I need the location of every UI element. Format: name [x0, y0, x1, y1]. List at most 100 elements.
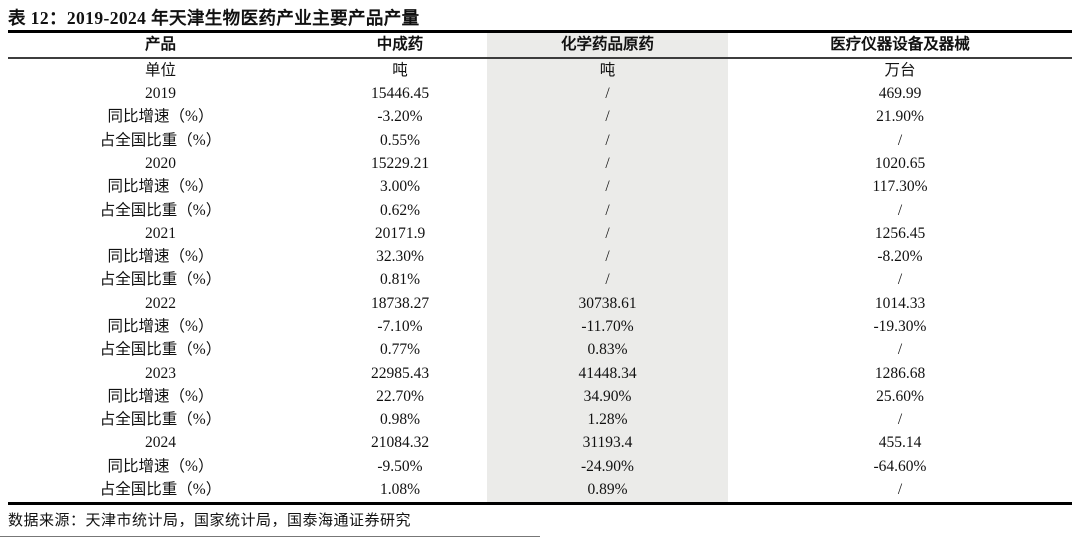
table-cell: -9.50% [377, 457, 423, 475]
table-cell: -24.90% [487, 455, 728, 479]
table-cell: / [897, 271, 903, 289]
table-row: 同比增速（%） 32.30% / -8.20% [8, 245, 1072, 269]
row-label-cell: 占全国比重（%） [99, 341, 222, 359]
table-row: 2021 20171.9 / 1256.45 [8, 222, 1072, 246]
table-row: 2019 15446.45 / 469.99 [8, 82, 1072, 106]
table-cell: / [487, 222, 728, 246]
table-cell: -19.30% [873, 318, 927, 335]
table-cell: 117.30% [872, 178, 928, 196]
table-cell: -7.10% [377, 318, 423, 335]
column-header: 医疗仪器设备及器械 [728, 31, 1072, 59]
row-label-cell: 2022 [145, 294, 176, 312]
table-cell: / [487, 152, 728, 176]
row-label-cell: 占全国比重（%） [8, 478, 313, 505]
table-cell: 30738.61 [487, 291, 728, 316]
table-cell: 0.77% [379, 341, 421, 359]
table-cell: 22985.43 [370, 364, 430, 382]
row-label-cell: 单位 [144, 61, 176, 79]
row-label-cell: 占全国比重（%） [99, 411, 222, 429]
table-cell: / [487, 128, 728, 153]
row-label-cell: 同比增速（%） [107, 108, 214, 126]
table-cell: 1020.65 [874, 154, 926, 172]
table-row: 占全国比重（%） 0.98% 1.28% / [8, 408, 1072, 432]
row-label-cell: 2024 [145, 434, 176, 452]
row-label-cell: 占全国比重（%） [99, 201, 222, 219]
table-cell: / [897, 341, 903, 359]
table-cell: 15229.21 [370, 154, 430, 172]
table-cell: 20171.9 [374, 224, 426, 242]
table-row: 2023 22985.43 41448.34 1286.68 [8, 361, 1072, 386]
table-title: 表 12：2019-2024 年天津生物医药产业主要产品产量 [8, 8, 420, 28]
table-cell: / [897, 131, 903, 149]
table-cell: 32.30% [376, 248, 424, 266]
header-row: 产品 中成药 化学药品原药 医疗仪器设备及器械 [8, 31, 1072, 59]
table-cell: / [487, 105, 728, 129]
table-cell: 吨 [487, 58, 728, 83]
table-cell: 1014.33 [874, 294, 926, 312]
table-cell: / [487, 175, 728, 199]
table-row: 2020 15229.21 / 1020.65 [8, 152, 1072, 176]
row-label-cell: 同比增速（%） [107, 387, 214, 405]
table-cell: -8.20% [877, 248, 923, 266]
row-label-cell: 2023 [145, 364, 176, 382]
table-cell: / [487, 198, 728, 223]
column-header: 化学药品原药 [487, 31, 728, 59]
table-cell: 1286.68 [874, 364, 926, 382]
table-row: 占全国比重（%） 0.62% / / [8, 198, 1072, 223]
table-cell: 22.70% [376, 387, 424, 405]
table-cell: 21084.32 [370, 434, 430, 452]
table-cell: 3.00% [379, 178, 421, 196]
table-cell: / [897, 411, 903, 429]
table-cell: 1.28% [487, 408, 728, 432]
table-cell: 469.99 [878, 85, 922, 103]
table-cell: 31193.4 [487, 431, 728, 456]
table-row: 同比增速（%） -3.20% / 21.90% [8, 105, 1072, 129]
table-cell: / [487, 82, 728, 106]
table-cell: 455.14 [878, 434, 922, 452]
table-row: 占全国比重（%） 0.55% / / [8, 128, 1072, 153]
table-row: 2024 21084.32 31193.4 455.14 [8, 431, 1072, 456]
table-cell: / [897, 201, 903, 219]
table-row: 同比增速（%） -9.50% -24.90% -64.60% [8, 455, 1072, 479]
column-header: 产品 [8, 31, 313, 59]
table-cell: / [487, 268, 728, 292]
row-label-cell: 同比增速（%） [107, 178, 214, 196]
row-label-cell: 占全国比重（%） [99, 131, 222, 149]
row-label-cell: 同比增速（%） [107, 457, 214, 475]
table-row: 同比增速（%） 22.70% 34.90% 25.60% [8, 385, 1072, 409]
row-label-cell: 同比增速（%） [107, 248, 214, 266]
table-cell: 1256.45 [874, 224, 926, 242]
row-label-cell: 同比增速（%） [107, 318, 214, 335]
row-label-cell: 占全国比重（%） [99, 271, 222, 289]
table-row: 同比增速（%） -7.10% -11.70% -19.30% [8, 315, 1072, 339]
table-row: 占全国比重（%） 0.81% / / [8, 268, 1072, 292]
table-cell: 吨 [392, 61, 408, 79]
table-cell: -3.20% [377, 108, 423, 126]
row-label-cell: 2021 [145, 224, 176, 242]
table-row: 同比增速（%） 3.00% / 117.30% [8, 175, 1072, 199]
table-cell: 1.08% [313, 478, 487, 505]
table-cell: / [487, 245, 728, 269]
table-cell: 15446.45 [370, 85, 430, 103]
table-cell: 0.62% [379, 201, 421, 219]
report-table: 产品 中成药 化学药品原药 医疗仪器设备及器械 单位 吨 吨 万台 2019 15446.45 /… [8, 30, 1072, 505]
table-cell: 34.90% [487, 385, 728, 409]
table-cell: 0.98% [379, 411, 421, 429]
column-header: 中成药 [313, 31, 487, 59]
table-row: 2022 18738.27 30738.61 1014.33 [8, 291, 1072, 316]
table-row: 占全国比重（%） 1.08% 0.89% / [8, 478, 1072, 505]
table-cell: -11.70% [487, 315, 728, 339]
bottom-rule [0, 536, 540, 537]
table-cell: 41448.34 [487, 361, 728, 386]
table-body: 单位吨吨万台 2019 15446.45/469.99 同比增速（%） -3.20%/2… [8, 58, 1072, 505]
table-cell: 21.90% [876, 108, 924, 126]
table-cell: 25.60% [876, 387, 924, 405]
row-label-cell: 2019 [145, 85, 176, 103]
table-cell: -64.60% [873, 457, 927, 475]
table-row: 占全国比重（%） 0.77% 0.83% / [8, 338, 1072, 362]
table-cell: 0.89% [487, 478, 728, 505]
table-cell: 18738.27 [370, 294, 430, 312]
table-cell: 0.55% [379, 131, 421, 149]
data-source: 数据来源：天津市统计局，国家统计局，国泰海通证券研究 [8, 513, 412, 529]
